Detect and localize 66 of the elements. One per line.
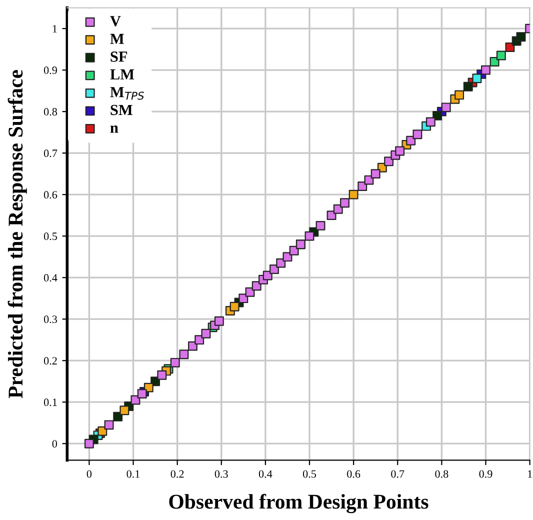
point xyxy=(238,294,248,304)
y-tick-label: 0.4 xyxy=(44,274,58,282)
x-tick-label: 0 xyxy=(86,470,92,478)
point xyxy=(481,65,490,75)
y-tick-label: 0.9 xyxy=(44,66,57,74)
legend-label: M$_{TPS}$ xyxy=(110,87,144,100)
point xyxy=(348,190,358,200)
point xyxy=(463,82,473,92)
y-tick-label: 0.7 xyxy=(44,150,58,158)
y-tick-label: 0.1 xyxy=(44,398,57,406)
point xyxy=(316,220,326,230)
x-axis-title: Observed from Design Points xyxy=(169,494,428,514)
x-tick-label: 0.3 xyxy=(214,470,228,478)
legend-label: M xyxy=(110,34,124,44)
point xyxy=(201,328,211,338)
point xyxy=(113,412,123,422)
y-tick-label: 0.6 xyxy=(44,191,58,199)
x-tick-label: 0.9 xyxy=(479,470,492,478)
point xyxy=(358,182,368,191)
point xyxy=(441,102,451,112)
point xyxy=(454,90,464,100)
legend-label: SF xyxy=(110,52,128,62)
point xyxy=(282,252,292,262)
point xyxy=(120,406,130,416)
y-tick-label: 1 xyxy=(52,25,57,32)
point xyxy=(179,350,189,360)
y-tick-label: 0.3 xyxy=(44,316,57,324)
x-tick-label: 0.4 xyxy=(258,470,272,478)
y-axis-title: Predicted from the Response Surface xyxy=(8,70,27,398)
point xyxy=(333,204,343,214)
y-tick-label: 0 xyxy=(52,440,58,448)
x-tick-label: 0.2 xyxy=(170,470,184,478)
legend-label: SM xyxy=(110,104,132,116)
point xyxy=(170,358,180,368)
point xyxy=(98,426,108,436)
x-tick-label: 0.8 xyxy=(435,470,448,478)
y-tick-label: 0.2 xyxy=(44,357,57,365)
legend-label: LM xyxy=(110,69,134,80)
point xyxy=(214,316,224,326)
x-tick-label: 0.5 xyxy=(302,470,316,478)
point xyxy=(157,370,167,380)
point xyxy=(516,32,526,42)
legend-label: n xyxy=(110,126,118,133)
point xyxy=(412,130,422,140)
point xyxy=(340,198,350,208)
point xyxy=(406,136,416,146)
point xyxy=(472,74,482,84)
point xyxy=(496,50,506,60)
point xyxy=(304,231,314,241)
x-tick-label: 0.7 xyxy=(391,470,404,478)
point xyxy=(426,117,436,127)
point xyxy=(276,258,286,268)
point xyxy=(84,438,94,448)
point xyxy=(395,146,405,156)
point xyxy=(104,420,114,430)
y-tick-label: 0.5 xyxy=(44,232,57,240)
x-tick-label: 1 xyxy=(528,470,532,478)
point xyxy=(188,341,198,351)
point xyxy=(137,389,147,399)
x-tick-label: 0.6 xyxy=(347,470,360,478)
legend-label: V xyxy=(110,16,121,26)
point xyxy=(230,302,240,312)
point xyxy=(370,169,380,179)
y-tick-label: 0.8 xyxy=(44,108,58,116)
point xyxy=(289,246,299,256)
x-tick-label: 0.1 xyxy=(126,470,140,478)
